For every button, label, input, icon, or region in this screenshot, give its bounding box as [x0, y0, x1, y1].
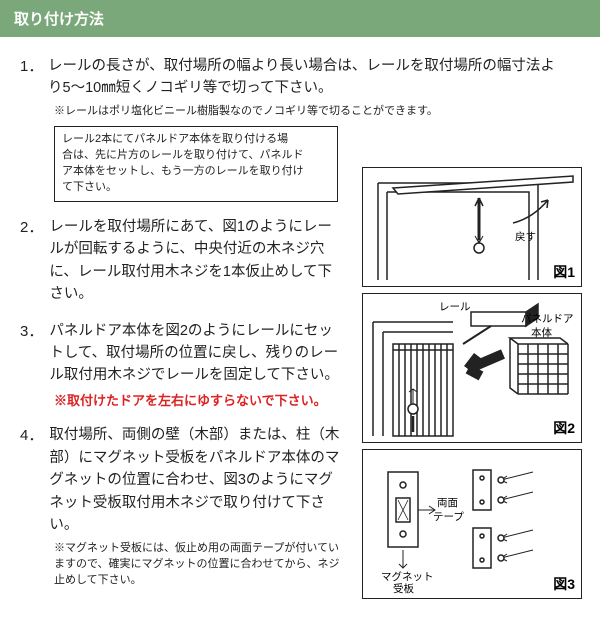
svg-text:本体: 本体	[531, 326, 552, 339]
step-text: 取付場所、両側の壁（木部）または、柱（木部）にマグネット受板をパネルドア本体のマ…	[49, 424, 345, 536]
content-area: 1． レールの長さが、取付場所の幅より長い場合は、レールを取付場所の幅寸法より5…	[0, 37, 600, 621]
svg-text:両面: 両面	[437, 497, 458, 509]
figures-column: 戻す 図1	[362, 167, 582, 605]
figure-1-svg: 戻す	[363, 168, 579, 284]
figure-3: 両面 テープ マグネット 受板 図3	[362, 449, 582, 599]
header-title: 取り付け方法	[14, 11, 104, 28]
step-2: 2． レールを取付場所にあて、図1のようにレールが回転するように、中央付近の木ネ…	[20, 216, 345, 306]
step-number: 3．	[20, 320, 49, 341]
header-bar: 取り付け方法	[0, 0, 600, 37]
svg-text:マグネット: マグネット	[381, 570, 434, 583]
step-number: 4．	[20, 424, 49, 445]
step-note: ※レールはポリ塩化ビニール樹脂製なのでノコギリ等で切ることができます。	[54, 104, 574, 120]
figure-3-svg: 両面 テープ マグネット 受板	[363, 450, 579, 596]
figure-label: 図3	[553, 574, 575, 594]
figure-1: 戻す 図1	[362, 167, 582, 287]
svg-text:パネルドア: パネルドア	[521, 313, 574, 325]
svg-text:戻す: 戻す	[515, 230, 536, 243]
svg-text:レール: レール	[439, 301, 471, 313]
step-4: 4． 取付場所、両側の壁（木部）または、柱（木部）にマグネット受板をパネルドア本…	[20, 424, 345, 588]
figure-label: 図1	[553, 262, 575, 282]
steps-column: 1． レールの長さが、取付場所の幅より長い場合は、レールを取付場所の幅寸法より5…	[20, 55, 345, 589]
figure-label: 図2	[553, 418, 575, 438]
step-text: レールの長さが、取付場所の幅より長い場合は、レールを取付場所の幅寸法より5〜10…	[48, 55, 568, 100]
step-number: 1．	[20, 55, 48, 76]
svg-text:テープ: テープ	[433, 511, 464, 523]
step-text: レールを取付場所にあて、図1のようにレールが回転するように、中央付近の木ネジ穴に…	[49, 216, 345, 306]
svg-text:受板: 受板	[393, 582, 414, 595]
step-3: 3． パネルドア本体を図2のようにレールにセットして、取付場所の位置に戻し、残り…	[20, 320, 345, 411]
step-note-boxed: レール2本にてパネルドア本体を取り付ける場 合は、先に片方のレールを取り付けて、…	[54, 126, 338, 202]
step-text: パネルドア本体を図2のようにレールにセットして、取付場所の位置に戻し、残りのレー…	[49, 320, 345, 387]
step-1: 1． レールの長さが、取付場所の幅より長い場合は、レールを取付場所の幅寸法より5…	[20, 55, 345, 202]
step-warning: ※取付けたドアを左右にゆすらないで下さい。	[54, 391, 345, 411]
step-note: ※マグネット受板には、仮止め用の両面テープが付いていますので、確実にマグネットの…	[54, 541, 345, 589]
step-number: 2．	[20, 216, 49, 237]
figure-2-svg: レール パネルドア 本体	[363, 294, 579, 440]
figure-2: レール パネルドア 本体 図2	[362, 293, 582, 443]
